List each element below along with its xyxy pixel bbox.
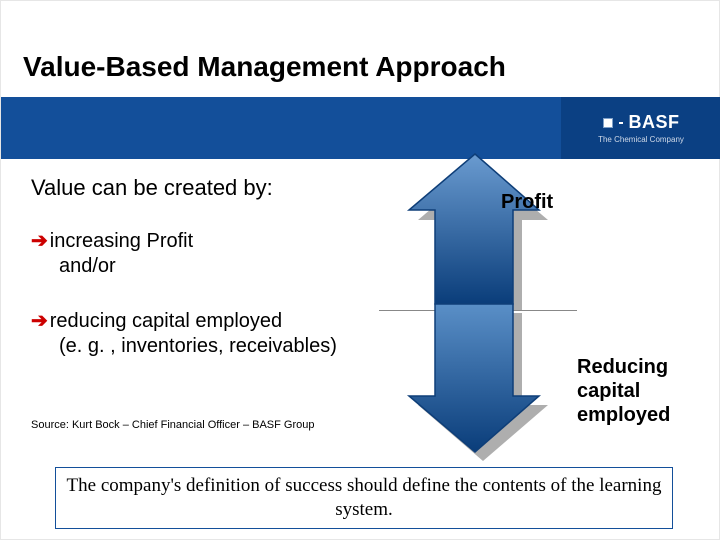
down-arrow-icon (399, 300, 551, 462)
header-bar: BASF The Chemical Company (1, 97, 720, 159)
reducing-l2: capital (577, 380, 640, 402)
bullet-1: ➔increasing Profit and/or (31, 229, 193, 279)
bullet-1-line2: and/or (31, 254, 193, 279)
bullet-arrow-icon: ➔ (31, 310, 48, 332)
page-title: Value-Based Management Approach (23, 51, 506, 83)
reducing-label: Reducing capital employed (577, 355, 670, 427)
bullet-arrow-icon: ➔ (31, 230, 48, 252)
arrow-midline (379, 310, 577, 311)
callout-box: The company's definition of success shou… (55, 467, 673, 529)
logo-dash-icon (619, 118, 623, 128)
reducing-l1: Reducing (577, 356, 668, 378)
logo-row: BASF (603, 112, 680, 133)
subtitle: Value can be created by: (31, 175, 273, 201)
up-arrow-icon (399, 150, 551, 310)
source-line: Source: Kurt Bock – Chief Financial Offi… (31, 419, 314, 431)
logo-tagline: The Chemical Company (598, 135, 684, 144)
slide: Value-Based Management Approach BASF The… (0, 0, 720, 540)
bullet-2-line1: reducing capital employed (50, 310, 282, 332)
bullet-2-line2: (e. g. , inventories, receivables) (31, 334, 337, 359)
logo-square-icon (603, 118, 613, 128)
bullet-1-line1: increasing Profit (50, 230, 193, 252)
profit-label: Profit (501, 191, 553, 214)
bullet-2: ➔reducing capital employed (e. g. , inve… (31, 309, 337, 359)
logo-panel: BASF The Chemical Company (561, 97, 720, 159)
logo-name: BASF (629, 112, 680, 133)
reducing-l3: employed (577, 404, 670, 426)
